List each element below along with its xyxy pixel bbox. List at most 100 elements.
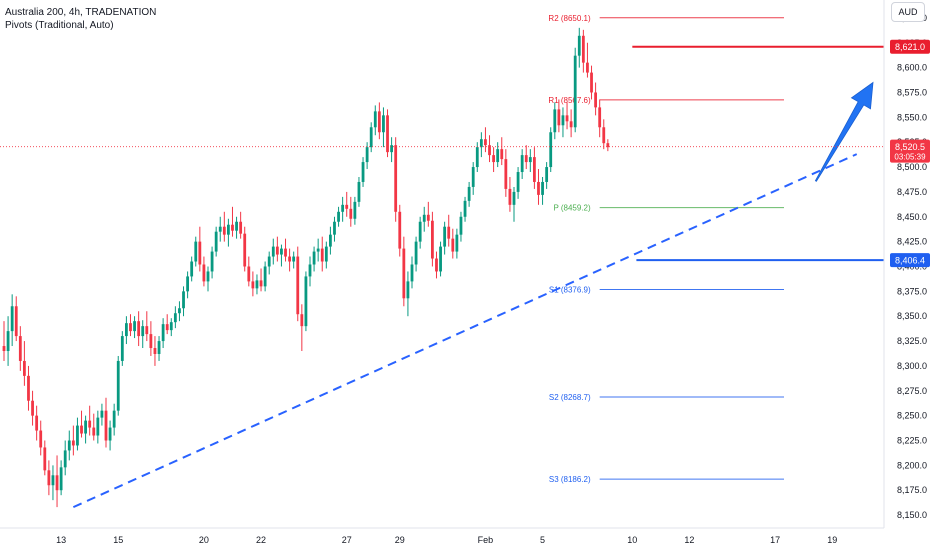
candle-body xyxy=(67,440,71,451)
candle-body xyxy=(414,241,418,265)
candle-body xyxy=(218,226,222,232)
candle-body xyxy=(263,266,267,287)
currency-button[interactable]: AUD xyxy=(891,2,925,22)
price-labels: 8,621.0 8,406.4 8,520.503:05:39 xyxy=(890,39,930,268)
current-price-countdown: 03:05:39 xyxy=(894,153,926,162)
candle-body xyxy=(239,221,243,234)
candle-body xyxy=(373,111,377,128)
candle-body xyxy=(35,415,39,431)
candle-body xyxy=(153,348,157,354)
pivot-label-s2: S2 (8268.7) xyxy=(549,393,591,402)
candle-body xyxy=(406,281,410,299)
pivot-label-s3: S3 (8186.2) xyxy=(549,475,591,484)
candle-body xyxy=(284,248,287,257)
candle-body xyxy=(251,281,255,289)
candle-body xyxy=(533,157,536,182)
candle-body xyxy=(304,276,308,327)
x-tick-label: 15 xyxy=(113,535,123,545)
candle-body xyxy=(112,410,116,428)
candle-body xyxy=(157,341,161,354)
candle-body xyxy=(345,204,349,209)
candle-body xyxy=(186,276,189,292)
candle-body xyxy=(447,226,451,239)
candle-body xyxy=(43,447,47,471)
pivot-label-r2: R2 (8650.1) xyxy=(548,14,591,23)
candle-body xyxy=(590,72,593,93)
candle-body xyxy=(6,331,10,352)
pivot-label-p: P (8459.2) xyxy=(553,204,591,213)
candle-body xyxy=(10,306,14,332)
y-tick-label: 8,300.0 xyxy=(897,361,927,371)
candle-body xyxy=(292,256,296,262)
candle-body xyxy=(386,115,389,153)
candle-body xyxy=(333,221,336,235)
candle-body xyxy=(398,211,402,249)
candle-body xyxy=(39,430,43,448)
candle-body xyxy=(222,226,226,235)
x-tick-label: 19 xyxy=(827,535,837,545)
candle-body xyxy=(557,109,561,126)
horizontal-lines[interactable] xyxy=(632,45,884,262)
y-tick-label: 8,250.0 xyxy=(897,411,927,421)
candle-body xyxy=(120,336,124,361)
candle-body xyxy=(271,246,275,257)
symbol-title[interactable]: Australia 200, 4h, TRADENATION xyxy=(5,7,157,18)
candle-body xyxy=(341,204,345,212)
candle-body xyxy=(169,322,173,331)
candle-body xyxy=(194,241,198,262)
candle-body xyxy=(255,280,259,289)
x-tick-label: 10 xyxy=(627,535,637,545)
candle-body xyxy=(104,410,108,441)
trendline-group[interactable] xyxy=(72,81,874,509)
up-arrow[interactable] xyxy=(814,81,874,182)
candle-body xyxy=(471,167,475,187)
candle-body xyxy=(14,306,18,337)
candle-body xyxy=(141,326,145,337)
resistance-price-tag-text: 8,621.0 xyxy=(895,42,925,52)
candle-body xyxy=(549,132,553,168)
candle-body xyxy=(96,417,100,436)
candle-body xyxy=(369,127,373,148)
candle-body xyxy=(63,450,67,468)
indicator-title[interactable]: Pivots (Traditional, Auto) xyxy=(5,20,114,31)
candle-body xyxy=(586,62,589,73)
candle-body xyxy=(280,248,283,255)
chart-legend: Australia 200, 4h, TRADENATION Pivots (T… xyxy=(5,6,156,32)
candle-body xyxy=(606,143,610,148)
candle-body xyxy=(357,181,361,202)
candle-body xyxy=(500,149,504,160)
candle-body xyxy=(51,475,55,486)
candle-body xyxy=(100,410,104,418)
candle-body xyxy=(545,167,549,182)
price-axis[interactable]: 8,650.08,625.08,600.08,575.08,550.08,525… xyxy=(883,0,932,550)
candle-body xyxy=(541,181,544,195)
candle-body xyxy=(231,224,234,231)
candle-body xyxy=(394,145,398,212)
price-axis-bg xyxy=(884,0,932,550)
y-tick-label: 8,450.0 xyxy=(897,212,927,222)
candle-body xyxy=(573,55,577,128)
candle-body xyxy=(259,280,263,287)
y-tick-label: 8,500.0 xyxy=(897,162,927,172)
candle-body xyxy=(512,191,516,205)
candle-body xyxy=(210,251,214,272)
candle-body xyxy=(451,238,455,252)
candle-body xyxy=(329,234,332,247)
x-tick-label: 5 xyxy=(540,535,545,545)
candle-body xyxy=(320,248,324,262)
candle-body xyxy=(178,308,181,314)
y-tick-label: 8,550.0 xyxy=(897,112,927,122)
candle-body xyxy=(243,233,247,267)
candle-body xyxy=(198,241,202,265)
trendline[interactable] xyxy=(72,153,858,509)
candle-body xyxy=(463,200,467,217)
time-axis[interactable]: 13 15 20 22 27 29 Feb 5 10 12 17 19 xyxy=(0,527,884,545)
candle-body xyxy=(247,266,251,282)
candle-body xyxy=(267,256,271,267)
candle-body xyxy=(443,226,447,247)
candle-body xyxy=(508,188,512,205)
y-tick-label: 8,350.0 xyxy=(897,311,927,321)
candle-body xyxy=(337,211,340,222)
candle-body xyxy=(467,186,471,201)
